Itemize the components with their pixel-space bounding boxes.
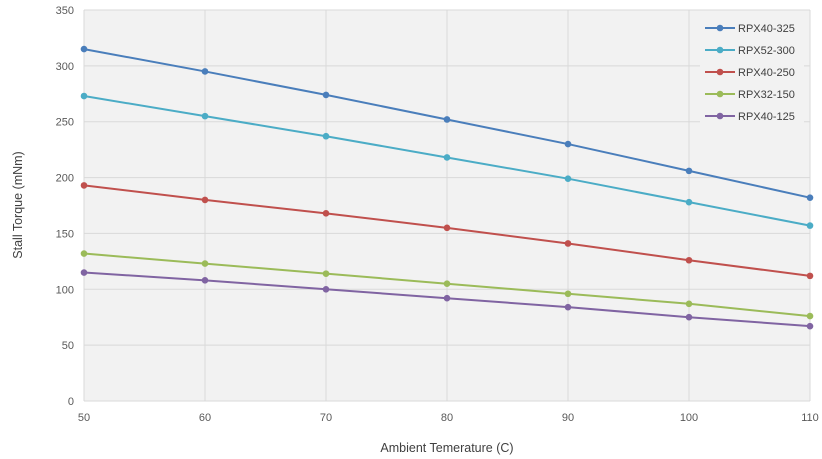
data-point — [685, 313, 693, 321]
x-tick-label: 110 — [801, 412, 819, 424]
data-point — [80, 269, 88, 276]
data-point — [80, 182, 88, 189]
y-axis-title: Stall Torque (mNm) — [11, 151, 25, 258]
data-point — [322, 210, 330, 217]
legend-label: RPX52-300 — [738, 45, 795, 57]
data-point — [443, 280, 451, 288]
data-point — [322, 132, 330, 140]
data-point — [80, 45, 88, 53]
data-point — [322, 270, 330, 277]
data-point — [322, 285, 330, 293]
legend-label: RPX40-325 — [738, 23, 795, 35]
legend: RPX40-325 RPX52-300 RPX40-250 RPX32-150 RPX4… — [700, 17, 804, 129]
data-point — [806, 194, 814, 201]
data-point — [201, 260, 209, 267]
y-tick-label: 0 — [68, 396, 74, 408]
data-point — [564, 303, 572, 311]
legend-entry: RPX40-250 — [705, 67, 795, 79]
data-point — [564, 175, 572, 182]
data-point — [80, 250, 88, 257]
x-tick-label: 100 — [680, 412, 698, 424]
x-tick-label: 60 — [199, 412, 211, 424]
data-point — [806, 322, 814, 330]
data-point — [685, 300, 693, 308]
legend-entry: RPX52-300 — [705, 45, 795, 57]
legend-entry: RPX40-325 — [705, 23, 795, 35]
legend-label: RPX40-250 — [738, 67, 795, 79]
y-tick-label: 150 — [56, 228, 74, 240]
y-tick-label: 100 — [56, 284, 74, 296]
legend-swatch-marker — [716, 112, 724, 120]
data-point — [201, 196, 209, 204]
x-tick-label: 80 — [441, 412, 453, 424]
x-tick-label: 70 — [320, 412, 332, 424]
data-point — [564, 290, 572, 298]
data-point — [443, 294, 451, 302]
legend-swatch-marker — [716, 90, 724, 98]
legend-label: RPX32-150 — [738, 89, 795, 101]
grid-lines — [83, 9, 811, 402]
y-tick-label: 50 — [62, 340, 74, 352]
data-point — [201, 68, 209, 75]
y-tick-label: 200 — [56, 173, 74, 185]
data-point — [685, 256, 693, 264]
data-point — [806, 272, 814, 280]
data-point — [564, 240, 572, 247]
legend-swatch-marker — [716, 46, 724, 54]
legend-entry: RPX32-150 — [705, 89, 795, 101]
data-point — [685, 167, 693, 175]
series-lines — [80, 45, 814, 330]
data-point — [806, 222, 814, 229]
legend-entry: RPX40-125 — [705, 111, 795, 123]
x-tick-labels: 50 60 70 80 90 100 110 — [78, 412, 819, 424]
legend-swatch-marker — [716, 68, 724, 76]
x-tick-label: 90 — [562, 412, 574, 424]
x-tick-label: 50 — [78, 412, 90, 424]
series-rpx40-125 — [80, 269, 814, 330]
series-rpx52-300 — [80, 92, 814, 229]
data-point — [201, 277, 209, 284]
legend-label: RPX40-125 — [738, 111, 795, 123]
y-tick-label: 250 — [56, 117, 74, 129]
legend-swatch-marker — [716, 24, 724, 32]
y-tick-label: 350 — [56, 5, 74, 17]
series-rpx32-150 — [80, 250, 814, 320]
data-point — [806, 312, 814, 320]
data-point — [322, 91, 330, 99]
y-tick-labels: 0 50 100 150 200 250 300 350 — [56, 5, 74, 408]
data-point — [564, 140, 572, 148]
y-tick-label: 300 — [56, 61, 74, 73]
data-point — [685, 198, 693, 206]
data-point — [443, 154, 451, 161]
data-point — [201, 112, 209, 120]
series-rpx40-325 — [80, 45, 814, 201]
data-point — [443, 116, 451, 123]
data-point — [80, 92, 88, 100]
x-axis-title: Ambient Temerature (C) — [380, 441, 513, 455]
series-rpx40-250 — [80, 182, 814, 280]
data-point — [443, 224, 451, 232]
